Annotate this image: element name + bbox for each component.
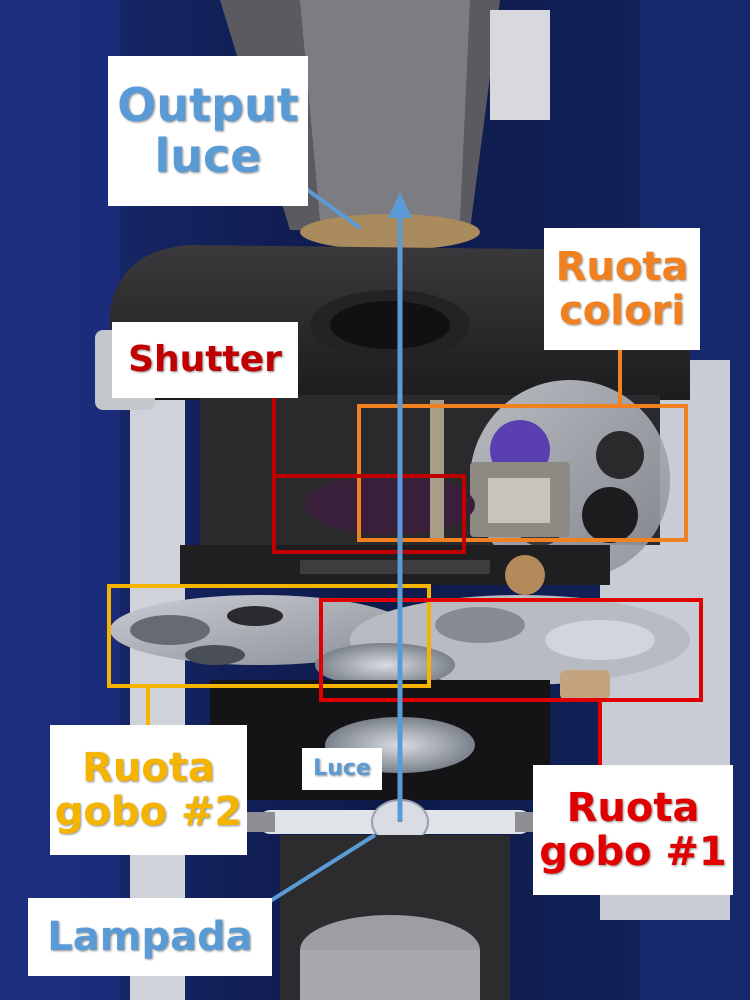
gear bbox=[505, 555, 545, 595]
shutter-box bbox=[272, 474, 466, 554]
ruota-gobo-1-line1: Ruota bbox=[566, 785, 700, 831]
ruota-gobo-1-label: Ruota gobo #1 bbox=[533, 765, 733, 895]
luce-text: Luce bbox=[313, 755, 371, 781]
ruota-colori-line1: Ruota bbox=[555, 244, 689, 290]
luce-label: Luce bbox=[302, 748, 382, 790]
ruota-colori-box bbox=[357, 404, 688, 542]
output-label-line2: luce bbox=[154, 129, 262, 183]
ruota-colori-line2: colori bbox=[559, 288, 685, 334]
ruota-gobo-1-line2: gobo #1 bbox=[539, 829, 727, 875]
ruota-gobo-2-label: Ruota gobo #2 bbox=[50, 725, 247, 855]
light-path-arrowhead bbox=[388, 192, 412, 218]
shutter-text: Shutter bbox=[128, 339, 282, 381]
ruota-gobo-2-box bbox=[107, 584, 431, 688]
ruota-colori-label: Ruota colori bbox=[544, 228, 700, 350]
output-luce-label: Output luce bbox=[108, 56, 308, 206]
output-label-line1: Output bbox=[117, 78, 299, 133]
condenser-lens bbox=[315, 643, 455, 687]
ruota-gobo-1-box bbox=[319, 598, 703, 702]
ruota-gobo-2-line2: gobo #2 bbox=[54, 789, 243, 835]
focus-ring bbox=[300, 214, 480, 250]
ruota-gobo-2-line1: Ruota bbox=[82, 745, 215, 791]
shutter-label: Shutter bbox=[112, 322, 298, 398]
lampada-label: Lampada bbox=[28, 898, 272, 976]
gobo-wheel-2-disk bbox=[110, 595, 410, 665]
lampada-text: Lampada bbox=[47, 914, 253, 960]
